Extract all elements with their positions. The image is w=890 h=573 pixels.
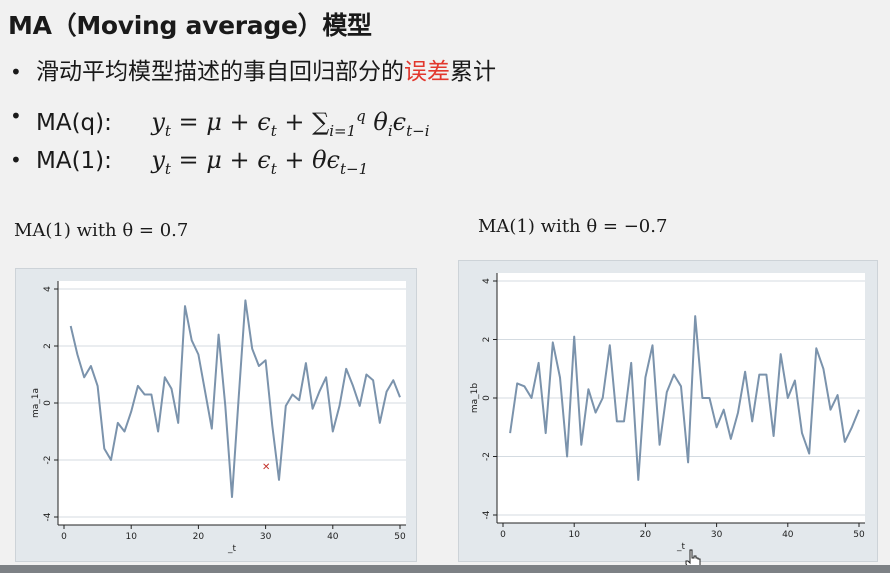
chart-a-y-tick-label: 2 [43,343,53,349]
chart-a-series-line [69,299,401,498]
description-text: 滑动平均模型描述的事自回归部分的 [36,59,404,85]
chart-b-y-tick-label: 2 [482,337,492,343]
bullet-ma-q: • MA(q): yt = μ + ϵt + ∑i=1q θiϵt−i [8,96,496,140]
chart-a-x-tick-label: 40 [327,532,339,542]
ma-q-label: MA(q): [36,110,112,136]
chart-a-title: MA(1) with θ = 0.7 [14,220,189,241]
bullet-list: • 滑动平均模型描述的事自回归部分的误差累计 • MA(q): yt = μ +… [8,52,496,184]
chart-a-y-axis-title: ma_1a [31,388,41,418]
bullet-dot-icon: • [10,60,22,84]
slide-title: MA（Moving average）模型 [8,11,372,40]
chart-b-x-tick-label: 20 [640,530,652,540]
chart-b-y-tick-label: 0 [482,395,492,401]
chart-b-x-tick-label: 10 [568,530,580,540]
chart-b-y-tick-label: -2 [482,452,492,461]
chart-a-panel: -4 -2 0 2 4 0 10 20 30 40 50 ma_1a _t [15,268,417,562]
bullet-description: • 滑动平均模型描述的事自回归部分的误差累计 [8,52,496,96]
chart-a-x-tick-label: 0 [61,532,67,542]
bullet-ma-1: • MA(1): yt = μ + ϵt + θϵt−1 [8,140,496,184]
chart-b-y-axis-title: ma_1b [470,383,480,414]
chart-b-x-tick-label: 0 [500,530,506,540]
chart-a-x-tick-label: 20 [193,532,205,542]
chart-a-y-tick-label: 4 [43,286,53,292]
chart-a-x-axis-title: _t [227,544,237,554]
chart-a-x-tick-label: 50 [394,532,406,542]
chart-b-x-axis-title: _t [676,542,686,552]
ma-1-formula: yt = μ + ϵt + θϵt−1 [151,146,369,178]
chart-b-title: MA(1) with θ = −0.7 [478,216,668,237]
red-marker-icon: ✕ [262,462,271,473]
chart-b-x-tick-label: 30 [711,530,723,540]
chart-b-panel: -4 -2 0 2 4 0 10 20 30 40 50 ma_1b _t [458,260,878,562]
bullet-dot-icon: • [10,148,22,172]
chart-a-y-tick-label: 0 [43,400,53,406]
highlight-word: 误差 [404,59,450,85]
description-tail: 累计 [450,59,496,85]
ma-q-formula: yt = μ + ϵt + ∑i=1q θiϵt−i [151,107,430,140]
chart-b-x-tick-label: 50 [853,530,865,540]
chart-b-y-tick-label: 4 [482,278,492,284]
chart-a-y-tick-label: -2 [43,456,53,465]
chart-b-x-tick-label: 40 [782,530,794,540]
chart-a-y-tick-label: -4 [43,512,53,521]
chart-a-x-tick-label: 10 [125,532,137,542]
ma-1-label: MA(1): [36,148,112,174]
chart-b-series-line [509,315,860,481]
bullet-dot-icon: • [10,104,22,128]
chart-b-y-tick-label: -4 [482,510,492,519]
bottom-strip [0,565,890,573]
chart-a-x-tick-label: 30 [260,532,272,542]
